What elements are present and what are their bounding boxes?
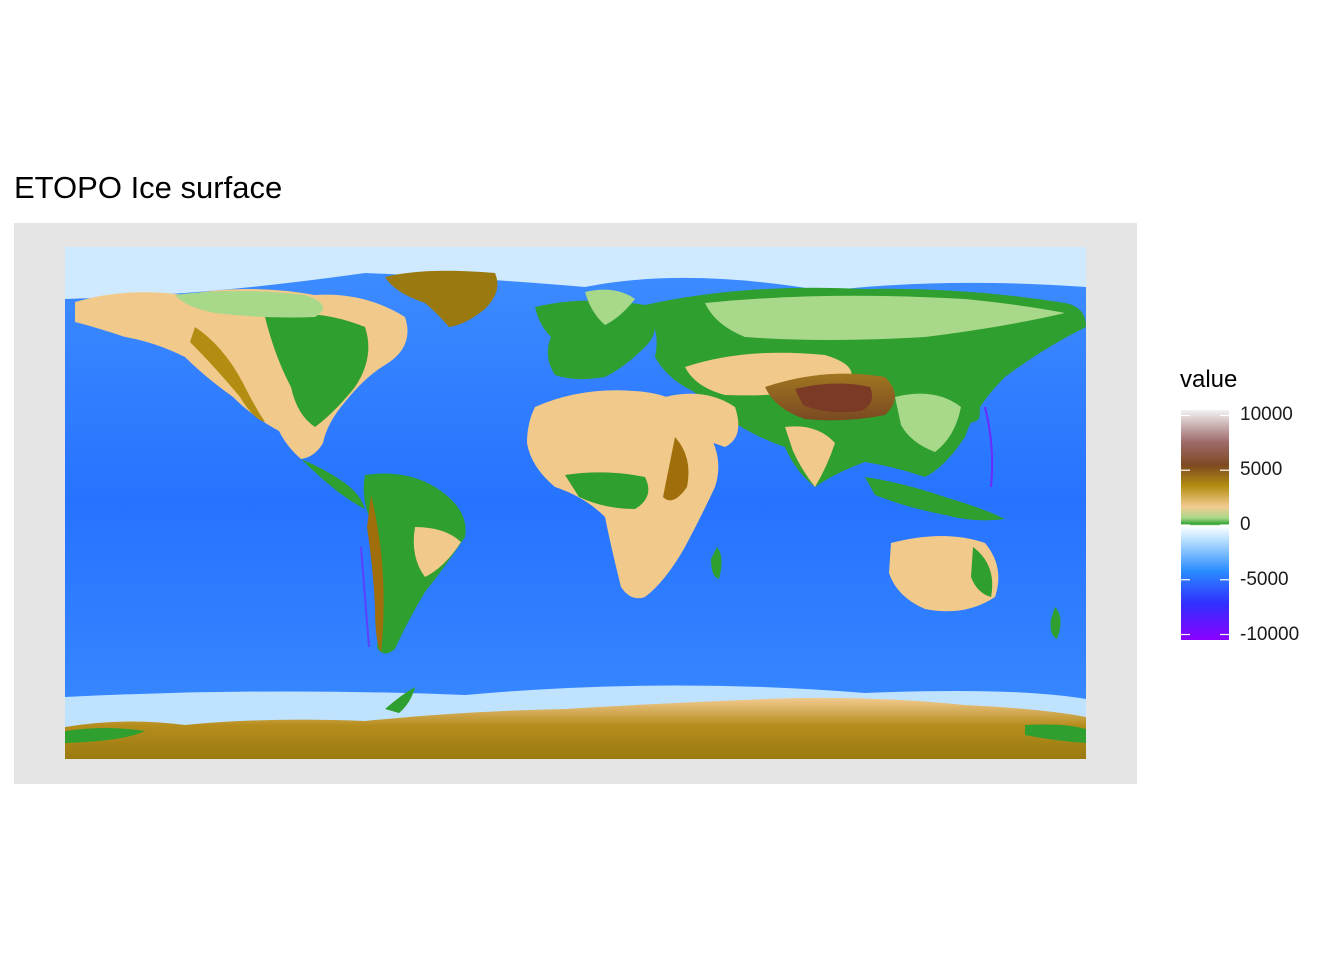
canada-north xyxy=(175,291,323,318)
legend-tick-label: 5000 xyxy=(1240,459,1283,481)
middle-east xyxy=(665,393,739,447)
south-america xyxy=(363,473,466,654)
antarctica xyxy=(65,697,1086,759)
south-america-trench xyxy=(360,546,370,648)
legend-tick-label: 0 xyxy=(1240,514,1251,535)
india xyxy=(785,426,835,487)
north-america-plains xyxy=(265,313,369,427)
central-africa-forest xyxy=(565,472,649,509)
chart-title: ETOPO Ice surface xyxy=(14,170,283,205)
legend-tick-label: -5000 xyxy=(1240,568,1289,590)
greenland xyxy=(385,270,498,327)
australia xyxy=(889,536,999,612)
east-african-highlands xyxy=(663,437,689,501)
southeast-asia xyxy=(865,477,1005,521)
central-america xyxy=(301,459,365,509)
antarctic-peninsula xyxy=(385,687,415,713)
elevation-map xyxy=(65,247,1086,759)
east-asia xyxy=(895,393,961,452)
scandinavia xyxy=(585,289,635,325)
colorbar-ticks xyxy=(1181,414,1229,636)
europe xyxy=(535,300,655,380)
arctic-shelf xyxy=(65,247,1086,299)
antarctica-east-edge xyxy=(1025,724,1086,743)
brazil-highlands xyxy=(413,527,461,577)
japan xyxy=(963,393,980,423)
madagascar xyxy=(711,547,722,579)
legend-colorbar xyxy=(1181,410,1229,640)
new-zealand xyxy=(1050,607,1061,639)
legend-tick-label: 10000 xyxy=(1240,404,1293,426)
legend-tick-label: -10000 xyxy=(1240,623,1300,645)
rockies xyxy=(190,327,265,422)
andes xyxy=(367,495,384,652)
pacific-trench xyxy=(984,406,994,488)
tibet-plateau xyxy=(795,383,873,413)
australia-east xyxy=(971,547,993,597)
siberia xyxy=(705,295,1065,340)
antarctica-west-edge xyxy=(65,728,145,743)
legend-title: value xyxy=(1180,366,1238,393)
